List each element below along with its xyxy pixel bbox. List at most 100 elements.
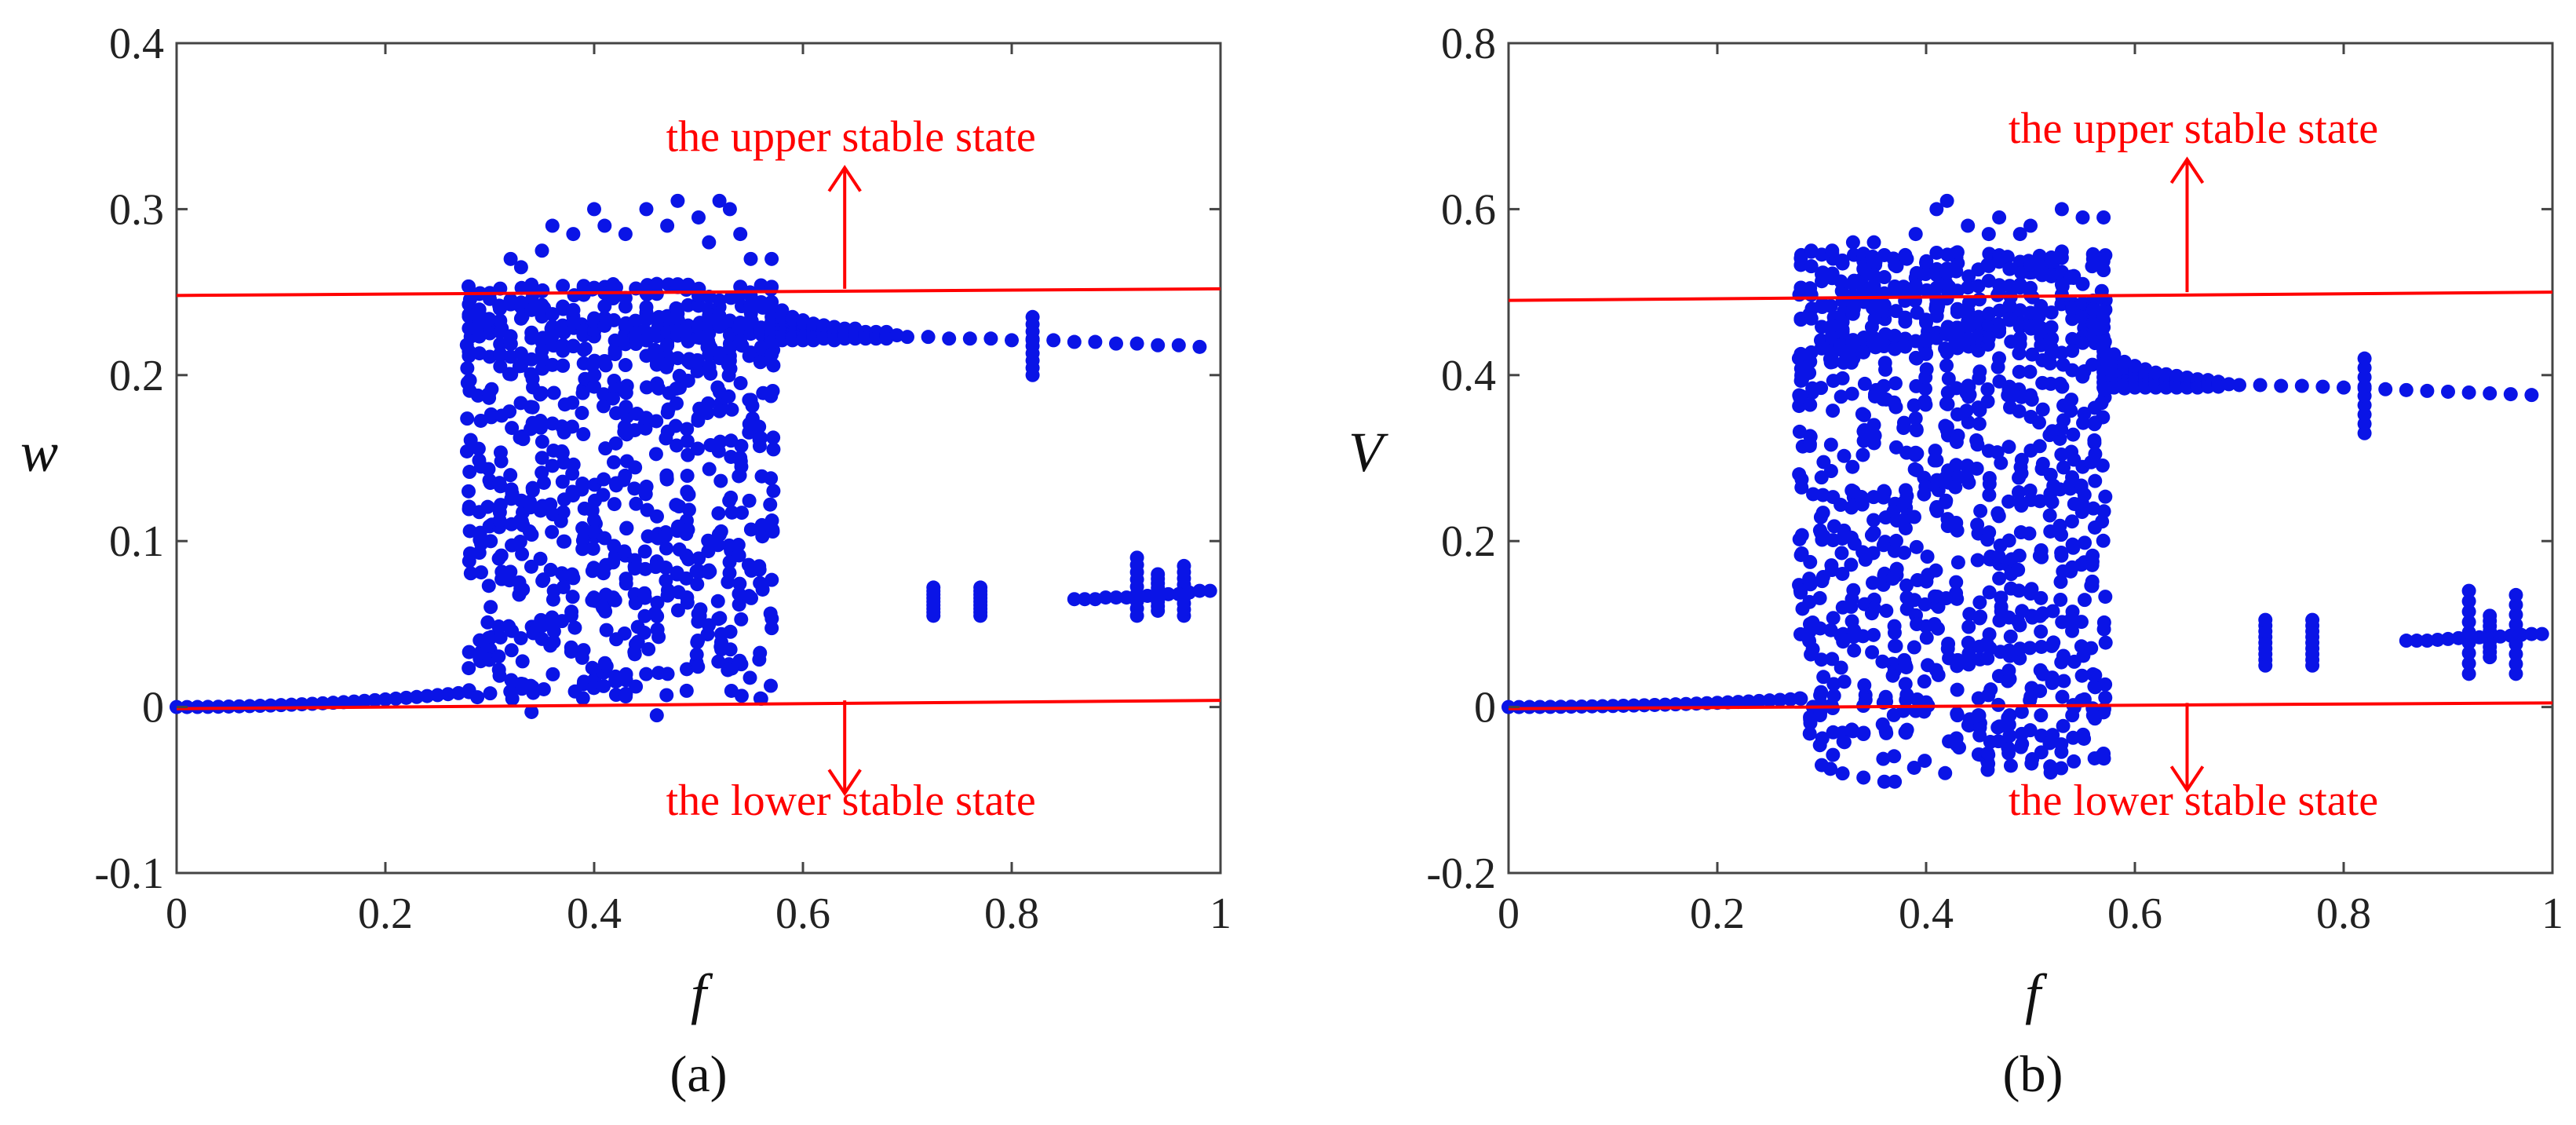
- chaotic-point: [1980, 382, 1995, 396]
- chaotic-point: [1837, 674, 1852, 689]
- chaotic-point: [1804, 311, 1819, 326]
- rest-branch-point: [378, 692, 392, 707]
- upper-tail-point: [900, 330, 914, 345]
- chaotic-point: [597, 678, 611, 693]
- chaotic-point: [2098, 248, 2113, 263]
- chaotic-point: [651, 381, 666, 396]
- chaotic-point: [1802, 438, 1817, 453]
- chaotic-point: [691, 659, 706, 674]
- chaotic-point: [2074, 495, 2089, 510]
- lower-tail-point: [1161, 586, 1176, 601]
- chaotic-point: [1856, 345, 1871, 360]
- chaotic-point: [1833, 498, 1848, 513]
- chaotic-point: [1972, 416, 1987, 431]
- chaotic-point: [513, 535, 527, 550]
- outlier-point: [639, 202, 654, 217]
- chaotic-point: [1844, 614, 1859, 629]
- chaotic-point: [1835, 371, 1850, 385]
- chaotic-point: [680, 484, 695, 499]
- chaotic-point: [606, 555, 621, 570]
- chaotic-point: [2078, 535, 2093, 550]
- chaotic-point: [461, 279, 476, 294]
- chaotic-point: [732, 576, 747, 591]
- chaotic-point: [505, 421, 520, 436]
- chaotic-point: [721, 663, 735, 678]
- chaotic-point: [690, 441, 705, 456]
- chaotic-point: [680, 522, 695, 537]
- panel-label: (b): [2003, 1046, 2063, 1103]
- x-tick-label: 1: [1210, 889, 1231, 938]
- chaotic-point: [680, 590, 695, 605]
- chaotic-point: [2012, 583, 2027, 598]
- chaotic-point: [2024, 756, 2039, 771]
- outlier-point: [513, 260, 528, 275]
- upper-tail-point: [1067, 334, 1082, 349]
- chaotic-point: [2033, 663, 2048, 678]
- chaotic-point: [2075, 369, 2090, 384]
- chaotic-point: [1876, 751, 1891, 766]
- chaotic-point: [691, 317, 706, 332]
- chaotic-point: [597, 531, 612, 546]
- chaotic-point: [1877, 270, 1892, 285]
- chaotic-point: [1855, 447, 1870, 462]
- chaotic-point: [1927, 616, 1942, 631]
- chaotic-point: [2012, 280, 2027, 295]
- rest-branch-point: [221, 699, 236, 714]
- chaotic-point: [513, 311, 528, 326]
- chaotic-point: [734, 439, 749, 454]
- chaotic-point: [639, 312, 654, 327]
- chaotic-point: [1961, 280, 1976, 295]
- chaotic-point: [1950, 555, 1965, 570]
- chaotic-point: [462, 307, 476, 322]
- chaotic-point: [2085, 357, 2100, 372]
- chaotic-point: [680, 277, 695, 292]
- y-tick-label: 0.2: [1441, 517, 1496, 566]
- chaotic-point: [1950, 320, 1965, 335]
- chaotic-point: [472, 302, 487, 317]
- chaotic-point: [2012, 364, 2027, 379]
- chaotic-point: [1845, 338, 1860, 353]
- cluster-point: [2305, 612, 2320, 627]
- chaotic-point: [2067, 754, 2082, 769]
- chaotic-point: [2098, 635, 2113, 650]
- cluster-point: [973, 580, 988, 595]
- chaotic-point: [503, 564, 518, 579]
- chaotic-point: [2033, 608, 2048, 623]
- chaotic-point: [1813, 621, 1828, 636]
- outlier-point: [524, 704, 539, 719]
- chaotic-point: [1929, 245, 1944, 260]
- chaotic-point: [595, 600, 610, 615]
- chaotic-point: [2096, 410, 2111, 425]
- cluster-point: [2461, 615, 2476, 630]
- outlier-point: [2002, 708, 2017, 723]
- y-tick-label: 0.6: [1441, 185, 1496, 234]
- chaotic-point: [526, 685, 541, 700]
- axis-ticks: 0 0.2 0.4 0.6 0.8 1-0.100.10.20.30.4: [94, 20, 1231, 938]
- chaotic-point: [2056, 460, 2071, 475]
- chaotic-point: [502, 367, 516, 382]
- chaotic-point: [2052, 518, 2067, 533]
- outlier-point: [1815, 758, 1829, 773]
- chaotic-point: [556, 279, 571, 294]
- chaotic-point: [1897, 495, 1912, 510]
- chaotic-point: [513, 581, 528, 596]
- cluster-point: [2508, 597, 2523, 612]
- chaotic-point: [525, 480, 540, 495]
- chaotic-point: [2098, 489, 2113, 504]
- plot-area-frame: [1507, 42, 2554, 875]
- chaotic-point: [575, 385, 590, 400]
- upper-stable-state-arrowhead: [827, 164, 862, 192]
- chaotic-point: [648, 342, 662, 357]
- chaotic-point: [493, 337, 508, 352]
- chaotic-point: [1866, 279, 1881, 294]
- x-tick-label: 0.6: [775, 889, 830, 938]
- chaotic-point: [2044, 320, 2059, 334]
- chaotic-point: [575, 406, 589, 421]
- cluster-point: [2461, 645, 2476, 660]
- chaotic-point: [575, 691, 590, 706]
- outlier-point: [2012, 227, 2027, 242]
- chaotic-point: [546, 385, 561, 400]
- outlier-point: [722, 202, 737, 217]
- chaotic-point: [596, 564, 611, 579]
- chaotic-point: [597, 656, 612, 670]
